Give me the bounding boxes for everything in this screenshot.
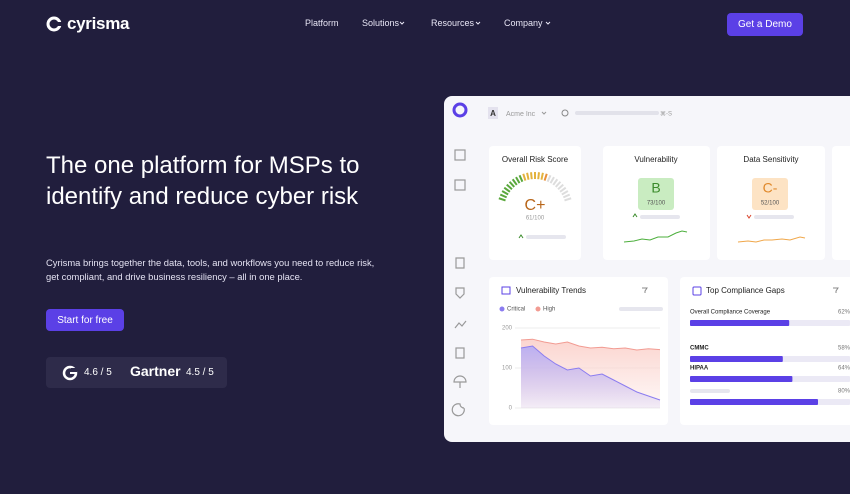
logo-text: cyrisma: [67, 14, 130, 33]
score: 73/100: [647, 201, 666, 207]
bar: [690, 320, 790, 326]
gauge-tick: [540, 172, 544, 180]
chevrons: [399, 21, 551, 25]
gauge-tick: [546, 174, 552, 183]
y-tick-label: 0: [509, 406, 513, 412]
gauge-tick: [515, 176, 521, 184]
y-tick-label: 100: [502, 366, 513, 372]
item-value: 64%: [838, 366, 850, 372]
grade: B: [651, 180, 660, 196]
org-name[interactable]: Acme Inc: [506, 111, 536, 118]
item-value: 80%: [838, 389, 850, 395]
line: [520, 338, 661, 351]
legend-dot: [535, 306, 541, 312]
gauge-tick: [501, 190, 509, 196]
bar: [690, 356, 783, 362]
legend-label: High: [543, 307, 555, 313]
gauge-tick: [562, 193, 571, 199]
gauge-tick: [549, 176, 555, 184]
shortcut: ⌘-S: [660, 111, 672, 118]
nav-link[interactable]: Solutions: [362, 18, 400, 28]
gauge-tick: [508, 181, 516, 188]
logo[interactable]: cyrisma: [46, 14, 129, 34]
card-title: Overall Risk Score: [502, 155, 569, 164]
hero-description: Cyrisma brings together the data, tools,…: [46, 257, 375, 282]
gauge-tick: [511, 178, 518, 186]
rating-brand: Gartner: [130, 363, 181, 379]
skeleton: [690, 389, 730, 393]
item-name: CMMC: [690, 346, 709, 352]
gauge-tick: [564, 197, 572, 202]
gauge-tick: [506, 183, 513, 191]
line: [520, 345, 661, 401]
gauge-tick: [543, 173, 548, 181]
y-tick-label: 200: [502, 326, 513, 332]
gauge-tick: [557, 183, 564, 191]
item-value: 58%: [838, 346, 850, 352]
dashboard: A Acme Inc ⌘-S Overall Risk Score Vulner…: [444, 96, 850, 442]
g2-logo: [62, 365, 78, 381]
gauge-tick: [522, 173, 527, 181]
demo-button[interactable]: Get a Demo: [727, 13, 803, 36]
item-value: 62%: [838, 310, 850, 316]
score: 61/100: [526, 216, 545, 222]
nav-link[interactable]: Resources: [431, 18, 475, 28]
card-title: Data Sensitivity: [743, 155, 798, 164]
score: 52/100: [761, 201, 780, 207]
nav-link[interactable]: Platform: [305, 18, 339, 28]
gauge-tick: [499, 193, 508, 199]
grade: C-: [763, 180, 778, 196]
bar: [690, 376, 793, 382]
bar: [690, 399, 818, 405]
gauge-tick: [537, 172, 540, 180]
area: [521, 346, 660, 408]
gauge-tick: [552, 178, 559, 186]
item-name: HIPAA: [690, 366, 709, 372]
panel-title: Top Compliance Gaps: [706, 286, 785, 295]
start-button[interactable]: Start for free: [46, 309, 124, 331]
gauge-tick: [530, 172, 533, 180]
hero-title: The one platform for MSPs to identify an…: [46, 152, 360, 210]
item-name: Overall Compliance Coverage: [690, 310, 771, 316]
svg-text:A: A: [490, 109, 496, 118]
grade: C+: [525, 197, 546, 214]
legend-dot: [499, 306, 505, 312]
nav-link[interactable]: Company: [504, 18, 543, 28]
gauge-tick: [561, 190, 569, 196]
gauge-tick: [518, 174, 524, 183]
ratings-box: 4.6 / 5 Gartner 4.5 / 5: [46, 357, 227, 388]
rating-score: 4.5 / 5: [186, 367, 214, 378]
legend-label: Critical: [507, 307, 525, 313]
gauge-tick: [503, 186, 511, 193]
gauge-tick: [559, 186, 567, 193]
gauge-tick: [498, 197, 506, 202]
logo-mark: [46, 16, 62, 32]
card-title: Vulnerability: [634, 155, 677, 164]
panel-title: Vulnerability Trends: [516, 286, 586, 295]
gauge-tick: [554, 181, 562, 188]
rating-score: 4.6 / 5: [84, 367, 112, 378]
gauge-tick: [526, 172, 530, 180]
